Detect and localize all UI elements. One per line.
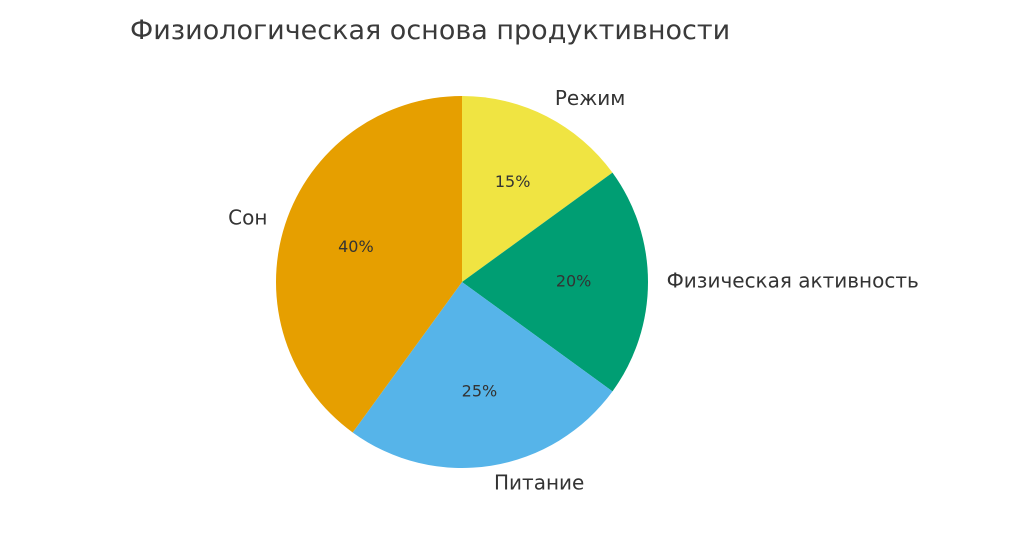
pie-slices bbox=[275, 96, 649, 468]
pie-slice-0 bbox=[462, 96, 613, 282]
pie-slice-2 bbox=[352, 282, 613, 468]
percent-label-1: 20% bbox=[556, 272, 592, 291]
category-label-1: Физическая активность bbox=[667, 269, 919, 293]
pie-slice-3 bbox=[275, 96, 462, 433]
category-label-0: Режим bbox=[555, 86, 625, 110]
category-label-3: Сон bbox=[228, 205, 267, 229]
category-label-2: Питание bbox=[494, 471, 584, 495]
percent-label-3: 40% bbox=[338, 237, 374, 256]
percent-label-0: 15% bbox=[495, 172, 531, 191]
chart-title: Физиологическая основа продуктивности bbox=[130, 15, 730, 46]
percent-label-2: 25% bbox=[462, 382, 498, 401]
pie-labels: Режим 15% Физическая активность 20% Питание 2… bbox=[228, 86, 919, 494]
pie-slice-1 bbox=[462, 172, 649, 392]
